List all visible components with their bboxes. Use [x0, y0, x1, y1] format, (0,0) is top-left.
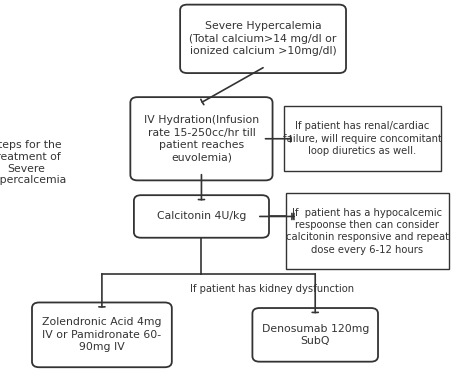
Text: Denosumab 120mg
SubQ: Denosumab 120mg SubQ [262, 324, 369, 346]
Text: If  patient has a hypocalcemic
respoonse then can consider
calcitonin responsive: If patient has a hypocalcemic respoonse … [286, 208, 449, 255]
FancyBboxPatch shape [285, 193, 449, 269]
FancyBboxPatch shape [180, 4, 346, 73]
FancyBboxPatch shape [252, 308, 378, 362]
FancyBboxPatch shape [134, 195, 269, 238]
Text: Calcitonin 4U/kg: Calcitonin 4U/kg [157, 211, 246, 222]
FancyBboxPatch shape [284, 107, 441, 171]
Text: Zolendronic Acid 4mg
IV or Pamidronate 60-
90mg IV: Zolendronic Acid 4mg IV or Pamidronate 6… [42, 317, 162, 352]
Text: Steps for the
treatment of
Severe
Hypercalcemia: Steps for the treatment of Severe Hyperc… [0, 140, 67, 185]
FancyBboxPatch shape [130, 97, 273, 181]
FancyBboxPatch shape [32, 303, 172, 367]
Text: If patient has kidney dysfunction: If patient has kidney dysfunction [191, 284, 355, 295]
Text: IV Hydration(Infusion
rate 15-250cc/hr till
patient reaches
euvolemia): IV Hydration(Infusion rate 15-250cc/hr t… [144, 115, 259, 162]
Text: If patient has renal/cardiac
failure, will require concomitant
loop diuretics as: If patient has renal/cardiac failure, wi… [283, 121, 442, 156]
Text: Severe Hypercalemia
(Total calcium>14 mg/dl or
ionized calcium >10mg/dl): Severe Hypercalemia (Total calcium>14 mg… [190, 21, 337, 56]
